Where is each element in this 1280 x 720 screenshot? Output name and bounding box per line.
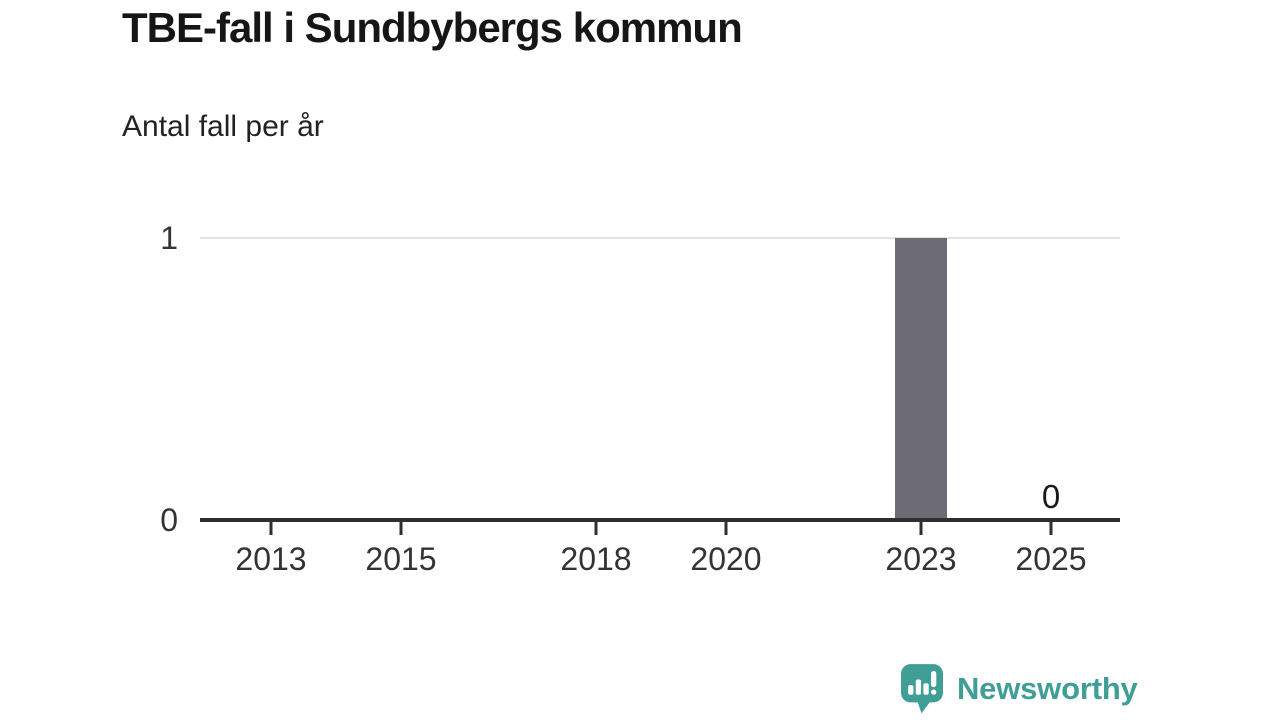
- x-tick-label: 2015: [365, 541, 436, 577]
- x-tick-label: 2023: [885, 541, 956, 577]
- chart-subtitle: Antal fall per år: [122, 110, 324, 143]
- x-tick-label: 2025: [1015, 541, 1086, 577]
- bar-value-label: 0: [1042, 478, 1060, 515]
- y-tick-label: 0: [160, 502, 178, 538]
- chart-title: TBE-fall i Sundbybergs kommun: [122, 4, 743, 51]
- newsworthy-logo-text: Newsworthy: [957, 671, 1138, 706]
- newsworthy-logo: Newsworthy: [901, 663, 1138, 715]
- bar: [895, 238, 947, 520]
- x-tick-label: 2013: [235, 541, 306, 577]
- x-tick-label: 2018: [560, 541, 631, 577]
- newsworthy-logo-icon: [901, 664, 943, 714]
- y-tick-label: 1: [160, 220, 178, 256]
- x-tick-label: 2020: [690, 541, 761, 577]
